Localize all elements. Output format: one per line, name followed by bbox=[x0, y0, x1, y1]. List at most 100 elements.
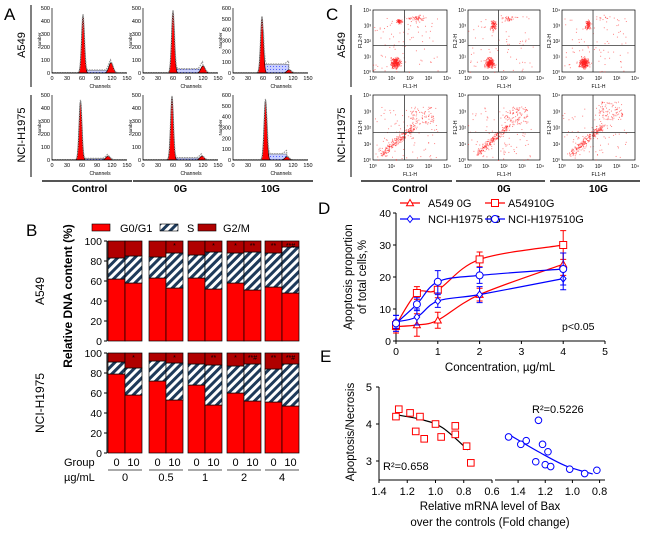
event-dot bbox=[504, 20, 506, 22]
event-dot bbox=[584, 65, 586, 67]
correlation-series-2: 1.4 1.2 1.0 0.8R²=0.5226 bbox=[495, 404, 607, 498]
event-dot bbox=[394, 66, 396, 68]
event-dot bbox=[418, 109, 420, 111]
event-dot bbox=[609, 112, 611, 114]
event-dot bbox=[588, 137, 590, 139]
event-dot bbox=[384, 137, 386, 139]
event-dot bbox=[407, 135, 409, 137]
event-dot bbox=[490, 139, 492, 141]
event-dot bbox=[565, 56, 567, 58]
x-tick-label: 2 bbox=[477, 346, 483, 358]
event-dot bbox=[410, 130, 412, 132]
event-dot bbox=[417, 26, 419, 28]
event-dot bbox=[393, 46, 395, 48]
histogram-nci-h1975-10g: 0 30 60 90 120 1500100200300400500600Channels… bbox=[218, 93, 313, 177]
event-dot bbox=[394, 143, 396, 145]
event-dot bbox=[579, 142, 581, 144]
event-dot bbox=[391, 65, 393, 67]
event-dot bbox=[525, 116, 527, 118]
event-dot bbox=[415, 120, 417, 122]
g1-peak bbox=[143, 10, 218, 74]
event-dot bbox=[517, 17, 519, 19]
event-dot bbox=[500, 131, 502, 133]
event-dot bbox=[598, 109, 600, 111]
event-dot bbox=[396, 138, 398, 140]
event-dot bbox=[589, 139, 591, 141]
event-dot bbox=[410, 135, 412, 137]
event-dot bbox=[524, 111, 526, 113]
event-dot bbox=[401, 133, 403, 135]
event-dot bbox=[601, 126, 603, 128]
event-dot bbox=[393, 60, 395, 62]
event-dot bbox=[606, 125, 608, 127]
event-dot bbox=[418, 119, 420, 121]
event-dot bbox=[488, 67, 490, 69]
event-dot bbox=[627, 52, 629, 54]
event-dot bbox=[503, 107, 505, 109]
bar-segment-s bbox=[148, 360, 167, 382]
event-dot bbox=[415, 21, 417, 23]
event-dot bbox=[507, 19, 509, 21]
event-dot bbox=[493, 119, 495, 121]
event-dot bbox=[525, 110, 527, 112]
event-dot bbox=[492, 31, 494, 33]
x-tick-label: 120 bbox=[198, 76, 207, 82]
event-dot bbox=[390, 112, 392, 114]
event-dot bbox=[484, 107, 486, 109]
event-dot bbox=[602, 130, 604, 132]
event-dot bbox=[378, 148, 380, 150]
event-dot bbox=[507, 116, 509, 118]
event-dot bbox=[504, 117, 506, 119]
event-dot bbox=[578, 143, 580, 145]
event-dot bbox=[497, 138, 499, 140]
event-dot bbox=[475, 131, 477, 133]
event-dot bbox=[492, 156, 494, 158]
event-dot bbox=[478, 151, 480, 153]
event-dot bbox=[419, 17, 421, 19]
event-dot bbox=[406, 129, 408, 131]
event-dot bbox=[584, 141, 586, 143]
event-dot bbox=[495, 64, 497, 66]
event-dot bbox=[491, 23, 493, 25]
event-dot bbox=[422, 19, 424, 21]
event-dot bbox=[585, 61, 587, 63]
event-dot bbox=[477, 154, 479, 156]
event-dot bbox=[414, 114, 416, 116]
event-dot bbox=[493, 24, 495, 26]
event-dot bbox=[584, 62, 586, 64]
circle-marker bbox=[559, 265, 568, 273]
event-dot bbox=[430, 107, 432, 109]
row-label-a549: A549 bbox=[33, 277, 47, 305]
event-dot bbox=[572, 118, 574, 120]
event-dot bbox=[374, 69, 376, 71]
significance-mark: ** bbox=[250, 243, 256, 250]
event-dot bbox=[420, 19, 422, 21]
y-tick-label: 400 bbox=[132, 106, 141, 112]
event-dot bbox=[399, 139, 401, 141]
event-dot bbox=[380, 153, 382, 155]
axes bbox=[142, 8, 218, 74]
event-dot bbox=[613, 117, 615, 119]
y-tick-label: 10¹ bbox=[364, 142, 372, 148]
event-dot bbox=[618, 31, 620, 33]
y-axis-label: of total cells,% bbox=[357, 240, 369, 314]
event-dot bbox=[507, 18, 509, 20]
event-dot bbox=[399, 135, 401, 137]
event-dot bbox=[600, 106, 602, 108]
event-dot bbox=[397, 19, 399, 21]
event-dot bbox=[374, 27, 376, 29]
event-dot bbox=[602, 109, 604, 111]
event-dot bbox=[418, 17, 420, 19]
event-dot bbox=[412, 151, 414, 153]
event-dot bbox=[392, 145, 394, 147]
event-dot bbox=[583, 150, 585, 152]
event-dot bbox=[393, 66, 395, 68]
event-dot bbox=[489, 65, 491, 67]
y-axis-label: Relative DNA content (%) bbox=[61, 224, 75, 368]
event-dot bbox=[490, 57, 492, 59]
event-dot bbox=[473, 150, 475, 152]
x-axis-label: FL1-H bbox=[403, 172, 417, 178]
